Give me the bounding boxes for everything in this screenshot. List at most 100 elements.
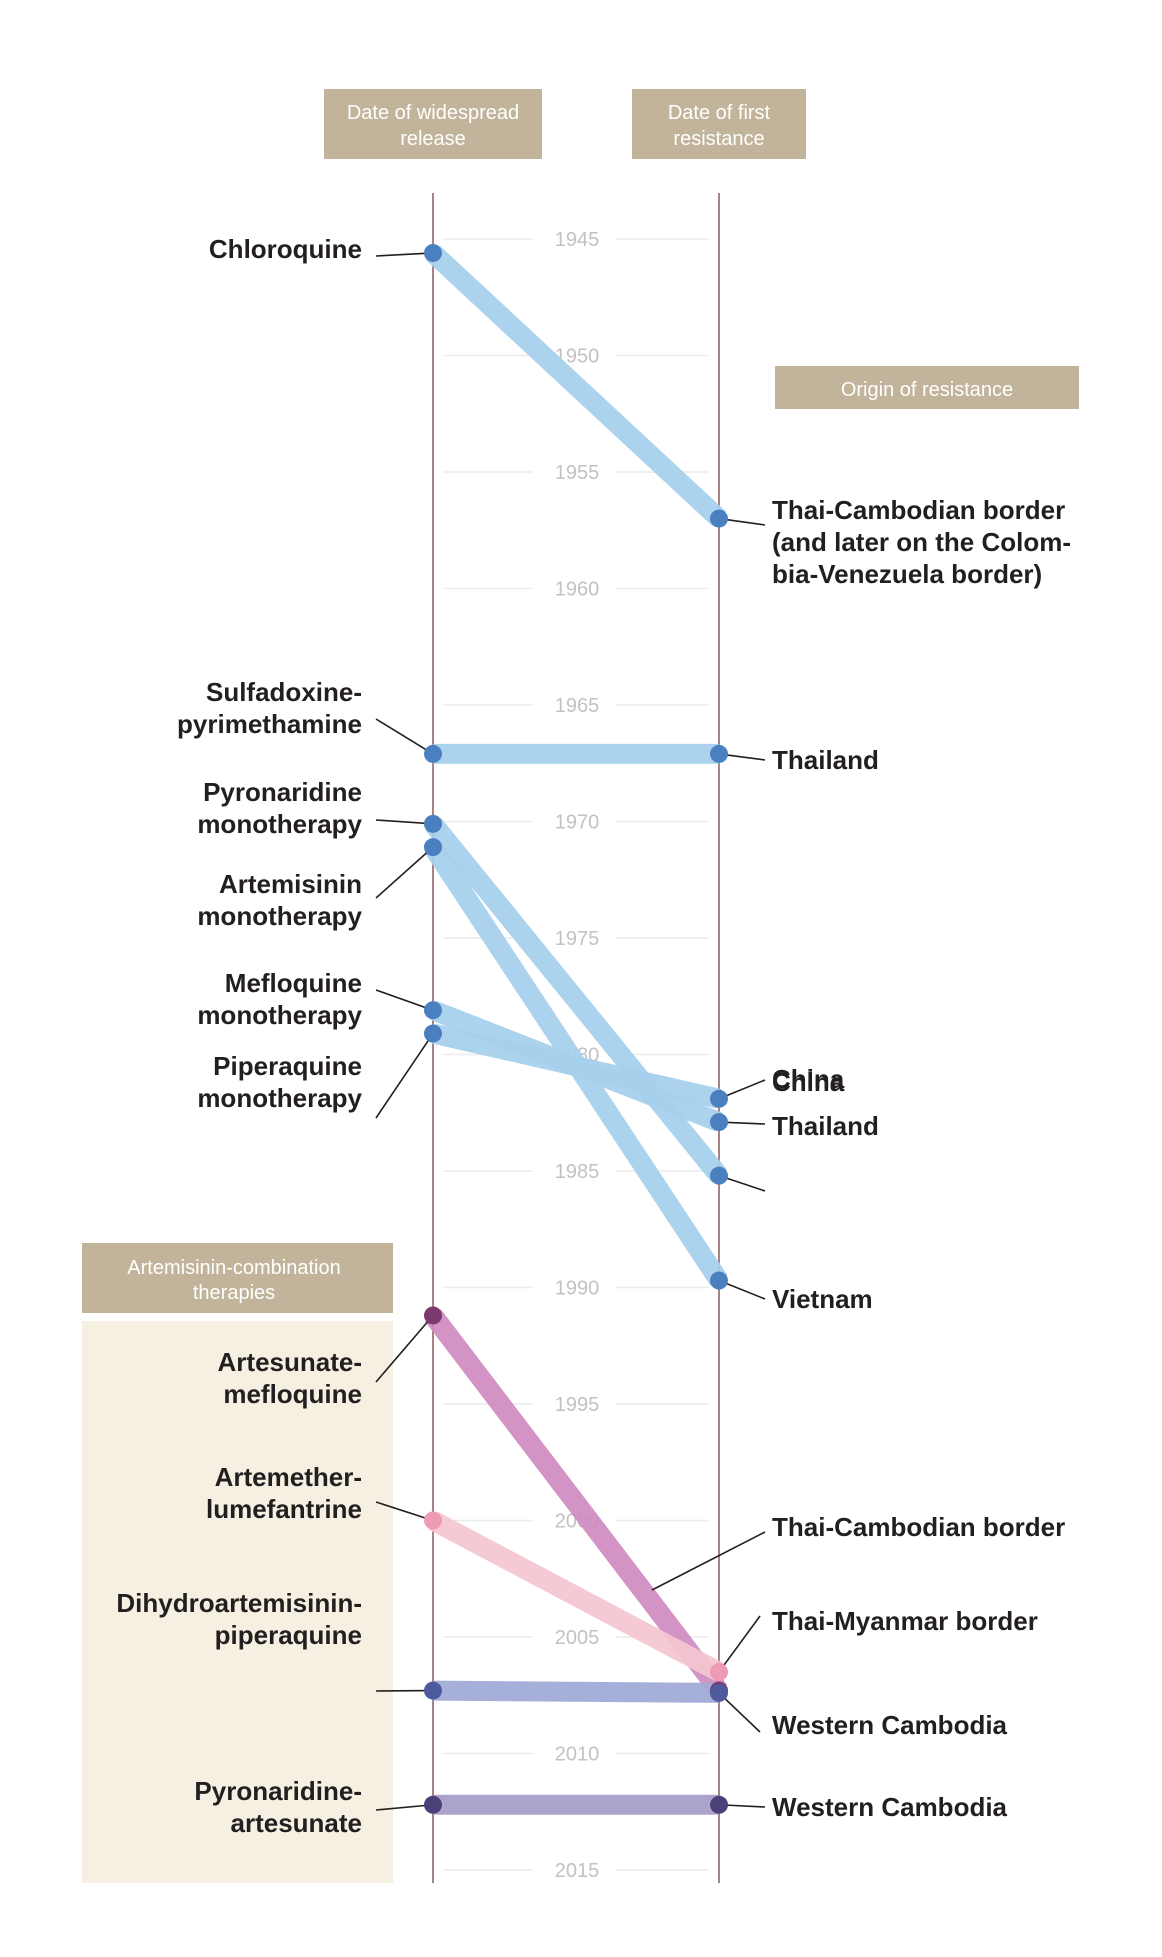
drug-label-6-0: Artesunate- [218,1347,362,1377]
resistance-dot-1 [710,744,728,763]
tick-label-1960: 1960 [555,579,600,601]
origin-label-9-0: Western Cambodia [772,1792,1008,1822]
band-6 [425,1309,727,1697]
drug-label-2-0: Pyronaridine [203,777,362,807]
left-axis-header-line1: Date of widespread [347,102,519,124]
resistance-dot-9 [710,1795,728,1814]
origin-label-0-0: Thai-Cambodian border [772,495,1065,525]
drug-leader-1 [375,718,434,755]
tick-label-1975: 1975 [555,928,600,950]
band-8 [432,1680,720,1703]
origin-leader-6 [651,1531,766,1591]
drug-leader-4 [375,989,434,1011]
origin-leader-7 [718,1615,761,1673]
act-group: Artemisinin-combination therapies [82,1243,393,1883]
drug-label-4-1: monotherapy [197,1000,362,1030]
drug-leader-2 [375,819,434,825]
drug-label-5-1: monotherapy [197,1083,362,1113]
tick-label-2015: 2015 [555,1860,600,1882]
resistance-dot-4 [710,1113,728,1132]
drug-label-4-0: Mefloquine [225,968,362,998]
tick-label-2010: 2010 [555,1744,600,1766]
origin-label-4-0: Thailand [772,1111,879,1141]
release-dot-2 [424,814,442,833]
release-dot-4 [424,1001,442,1020]
band-2 [425,817,727,1182]
release-dot-0 [424,243,442,262]
resistance-dot-0 [710,509,728,528]
drug-leader-6 [375,1314,434,1383]
act-group-header-line1: Artemisinin-combination [127,1257,340,1279]
resistance-dot-7 [710,1662,728,1681]
drug-label-3-1: monotherapy [197,901,362,931]
band-5 [430,1023,722,1109]
drug-label-6-1: mefloquine [223,1379,362,1409]
drug-label-9-0: Pyronaridine- [194,1776,362,1806]
act-group-header-line2: therapies [193,1282,275,1304]
release-dot-5 [424,1024,442,1043]
origin-label-1-0: Thailand [772,745,879,775]
right-axis-header-box [632,89,806,159]
drug-leader-7 [375,1501,434,1522]
origin-label-2-0: China [772,1064,845,1094]
release-dot-8 [424,1681,442,1700]
drug-label-9-1: artesunate [231,1808,363,1838]
drug-label-8-0: Dihydroartemisinin- [116,1588,362,1618]
drug-label-5-0: Piperaquine [213,1051,362,1081]
release-dot-3 [424,838,442,857]
drug-label-1-1: pyrimethamine [177,709,362,739]
drug-leader-5 [375,1033,434,1119]
resistance-dot-3 [710,1271,728,1290]
right-axis-header: Date of first resistance [632,89,806,159]
drug-leader-0 [375,252,434,257]
origin-label-7-0: Thai-Myanmar border [772,1606,1038,1636]
drug-label-0-0: Chloroquine [209,234,362,264]
origin-label-3-0: Vietnam [772,1284,873,1314]
origin-header: Origin of resistance [775,366,1079,409]
tick-label-1950: 1950 [555,346,600,368]
tick-label-1970: 1970 [555,812,600,834]
data-points [424,243,728,1814]
tick-label-2005: 2005 [555,1627,600,1649]
left-axis-header: Date of widespread release [324,89,542,159]
tick-label-1985: 1985 [555,1161,600,1183]
act-group-header-box [82,1243,393,1313]
origin-label-8-0: Western Cambodia [772,1710,1008,1740]
drug-label-8-1: piperaquine [215,1620,362,1650]
drug-label-2-1: monotherapy [197,809,362,839]
release-dot-9 [424,1795,442,1814]
band-7 [428,1511,724,1681]
drug-label-3-0: Artemisinin [219,869,362,899]
tick-label-1995: 1995 [555,1394,600,1416]
resistance-dot-8 [710,1683,728,1702]
drug-label-1-0: Sulfadoxine- [206,677,362,707]
release-dot-6 [424,1306,442,1325]
act-group-panel [82,1321,393,1883]
year-gridlines: 1945195019551960196519701975198019851990… [443,229,709,1882]
release-dot-7 [424,1511,442,1530]
band-0 [426,245,726,526]
drug-label-7-1: lumefantrine [206,1494,362,1524]
resistance-dot-5 [710,1089,728,1108]
tick-label-1965: 1965 [555,695,600,717]
drug-label-7-0: Artemether- [215,1462,362,1492]
leader-lines [375,252,766,1811]
tick-label-1990: 1990 [555,1278,600,1300]
origin-label-0-1: (and later on the Colom- [772,527,1071,557]
right-axis-header-line1: Date of first [668,102,771,124]
resistance-dot-2 [710,1166,728,1185]
origin-label-6-0: Thai-Cambodian border [772,1512,1065,1542]
origin-label-5-0: China [772,1067,845,1097]
tick-label-1945: 1945 [555,229,600,251]
drug-leader-9 [375,1803,434,1811]
drug-leader-3 [375,846,434,899]
origin-header-box [775,366,1079,409]
origin-leader-8 [718,1692,761,1733]
tick-label-1955: 1955 [555,462,600,484]
release-dot-1 [424,744,442,763]
left-axis-header-line2: release [400,128,466,150]
resistance-bands [424,245,728,1815]
origin-label-0-2: bia-Venezuela border) [772,559,1042,589]
